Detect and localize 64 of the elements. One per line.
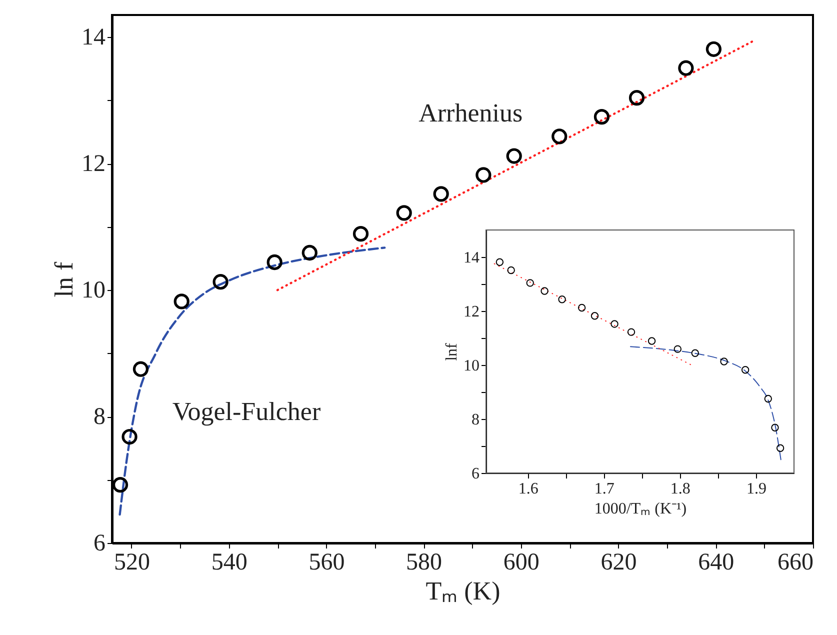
y-tick-label: 12 [464,304,480,320]
x-tick-label: 620 [600,550,637,576]
line-series [118,246,386,516]
y-axis-title: lnf [444,342,460,361]
point [540,287,548,295]
y-tick-label: 12 [82,151,106,178]
x-tick-label: 660 [778,550,814,576]
y-tick-label: 8 [472,412,480,428]
point [552,128,568,144]
point [776,444,784,452]
x-tick-label: 1.7 [594,480,614,498]
x-tick-label: 1.8 [670,480,690,498]
x-tick-label: 580 [406,550,442,576]
y-tick-label: 14 [464,250,480,266]
series-label: Arrhenius [418,98,523,128]
x-tick-label: 520 [114,550,150,576]
point [771,424,779,432]
y-tick-label: 8 [94,404,106,430]
point [352,226,369,242]
point [594,109,610,125]
point [212,274,228,290]
x-tick-label: 1.9 [746,480,766,498]
y-tick-label: 6 [94,530,106,556]
point [720,358,728,366]
point [112,477,128,493]
point [507,266,515,274]
point [506,148,522,164]
point [396,205,412,221]
point [741,366,750,374]
point [302,244,318,261]
y-tick-label: 6 [472,466,480,482]
point [678,60,694,76]
x-axis-title: Tₘ (K) [426,576,500,606]
line-series [630,346,782,462]
point [526,279,534,287]
point [132,361,149,377]
point [578,304,586,312]
point [628,90,645,106]
point [496,258,504,266]
x-tick-label: 1.6 [518,480,538,498]
x-tick-label: 600 [503,550,540,576]
point [610,320,618,328]
point [764,394,772,403]
point [706,41,722,57]
point [174,294,190,310]
y-axis-title: ln f [50,261,78,298]
x-tick-label: 560 [308,550,345,576]
point [590,312,599,320]
point [674,345,682,353]
point [433,186,449,202]
y-tick-label: 10 [464,358,480,374]
y-tick-label: 10 [82,278,106,304]
point [691,349,699,357]
x-axis-title: 1000/Tₘ (K⁻¹) [594,500,687,518]
point [627,328,636,336]
point [266,254,282,270]
point [558,296,566,304]
series-label: Vogel-Fulcher [172,396,321,426]
point [122,428,138,445]
x-tick-label: 640 [698,550,734,576]
point [476,167,492,183]
x-tick-label: 540 [211,550,248,576]
y-tick-label: 14 [82,24,106,51]
point [648,337,656,345]
